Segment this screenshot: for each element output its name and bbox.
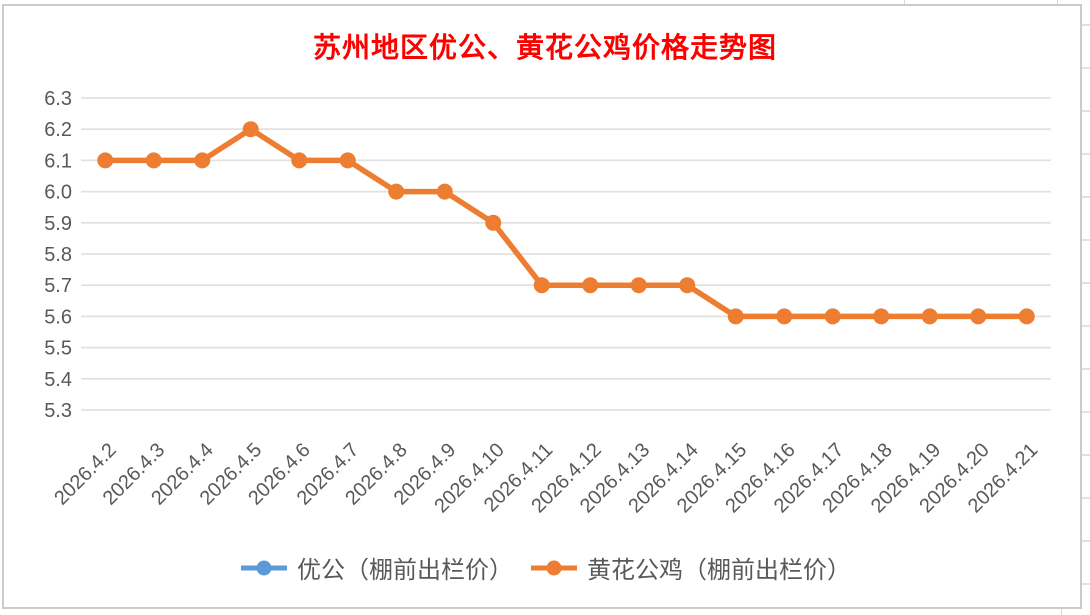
series-marker[interactable]	[1018, 308, 1035, 325]
y-axis-tick-label: 6.3	[44, 88, 72, 110]
legend-item[interactable]: 优公（棚前出栏价）	[239, 550, 513, 585]
y-axis-tick-label: 5.9	[44, 213, 72, 235]
legend-dot	[256, 560, 272, 575]
series-marker[interactable]	[776, 308, 793, 325]
series-marker[interactable]	[582, 277, 599, 294]
spreadsheet-grid-right	[1082, 0, 1090, 615]
y-axis-tick-label: 5.3	[44, 400, 72, 422]
legend: 优公（棚前出栏价） 黄花公鸡（棚前出栏价）	[0, 550, 1090, 585]
legend-label: 优公（棚前出栏价）	[297, 558, 513, 584]
spreadsheet-column-line	[1057, 0, 1058, 4]
series-line[interactable]	[105, 126, 1027, 320]
series-marker[interactable]	[339, 152, 356, 169]
series-marker[interactable]	[97, 152, 114, 169]
series-marker[interactable]	[388, 183, 405, 200]
series-marker[interactable]	[145, 152, 162, 169]
series-marker[interactable]	[436, 183, 453, 200]
y-axis-tick-label: 5.7	[44, 275, 72, 297]
series-marker[interactable]	[970, 308, 987, 325]
spreadsheet-column-line	[904, 0, 905, 4]
y-axis-tick-label: 5.8	[44, 244, 72, 266]
legend-label: 黄花公鸡（棚前出栏价）	[587, 558, 851, 584]
y-axis-tick-label: 6.0	[44, 182, 72, 204]
legend-line-marker-icon	[241, 560, 287, 575]
series-marker[interactable]	[727, 308, 744, 325]
series-marker[interactable]	[194, 152, 211, 169]
y-axis-tick-label: 5.5	[44, 338, 72, 360]
series-marker[interactable]	[873, 308, 890, 325]
series-marker[interactable]	[485, 214, 502, 231]
y-axis-tick-label: 5.4	[44, 369, 72, 391]
legend-dot	[546, 560, 562, 575]
chart-frame[interactable]	[2, 4, 1082, 609]
legend-line-marker-icon	[531, 560, 577, 575]
series-marker[interactable]	[824, 308, 841, 325]
y-axis-tick-label: 5.6	[44, 306, 72, 328]
y-axis-tick-label: 6.1	[44, 150, 72, 172]
series-marker[interactable]	[630, 277, 647, 294]
series-marker[interactable]	[291, 152, 308, 169]
legend-item[interactable]: 黄花公鸡（棚前出栏价）	[529, 550, 851, 585]
spreadsheet-column-line	[1061, 608, 1062, 615]
series-marker[interactable]	[533, 277, 550, 294]
series-marker[interactable]	[921, 308, 938, 325]
series-marker[interactable]	[242, 121, 259, 138]
series-marker[interactable]	[679, 277, 696, 294]
y-axis-tick-label: 6.2	[44, 119, 72, 141]
chart-title: 苏州地区优公、黄花公鸡价格走势图	[312, 33, 777, 64]
